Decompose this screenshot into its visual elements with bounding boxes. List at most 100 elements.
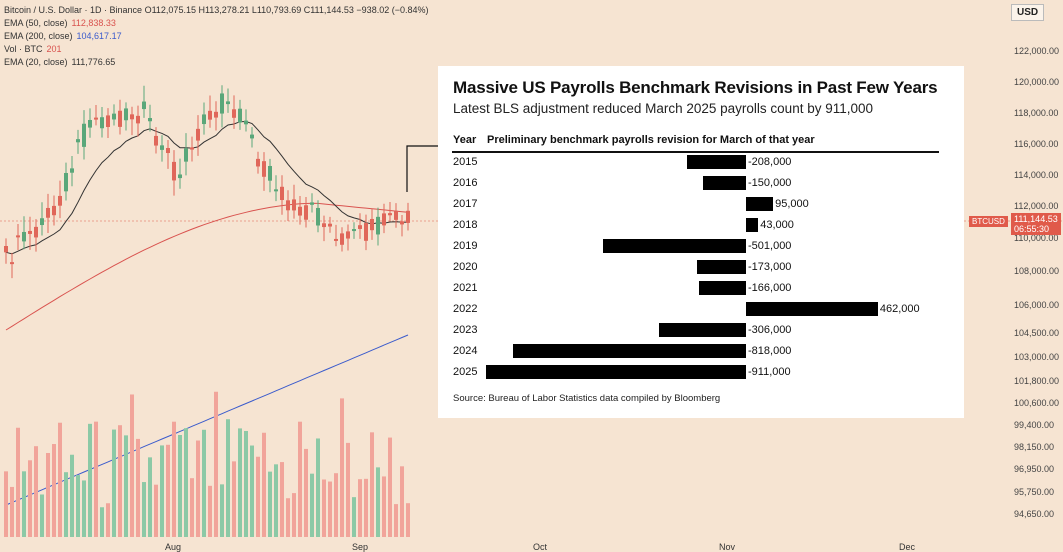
candle-body: [340, 233, 344, 245]
indicator-value: 111,776.65: [71, 57, 116, 67]
candle-body: [172, 161, 176, 181]
volume-bar: [358, 479, 362, 537]
volume-bar: [58, 422, 62, 537]
date-tick-label: Sep: [352, 542, 369, 552]
year-label: 2016: [453, 177, 478, 189]
volume-bar: [406, 503, 410, 537]
volume-bar: [214, 391, 218, 537]
year-label: 2023: [453, 324, 478, 336]
volume-bar: [334, 473, 338, 537]
candle-body: [88, 119, 92, 128]
candle-body: [328, 223, 332, 227]
volume-bar: [94, 421, 98, 537]
candle-body: [4, 246, 8, 253]
indicator-0[interactable]: EMA (50, close) 112,838.33: [4, 17, 116, 30]
volume-bar: [28, 460, 32, 537]
candle-body: [334, 238, 338, 241]
candle-body: [10, 262, 14, 265]
candle-body: [292, 199, 296, 211]
price-tick-label: 96,950.00: [1014, 464, 1055, 474]
symbol-name: Bitcoin / U.S. Dollar · 1D · Binance: [4, 5, 143, 15]
revision-value-label: -911,000: [748, 366, 791, 378]
volume-bar: [154, 484, 158, 537]
candle-body: [64, 172, 68, 192]
revision-bar: [686, 155, 746, 169]
chart-title: Massive US Payrolls Benchmark Revisions …: [453, 78, 938, 97]
revision-bar: [746, 302, 878, 316]
volume-bar: [4, 471, 8, 537]
volume-bar: [304, 448, 308, 537]
indicator-label: EMA (20, close): [4, 57, 68, 67]
volume-bar: [370, 432, 374, 537]
volume-bar: [82, 480, 86, 537]
currency-button[interactable]: USD: [1011, 4, 1045, 21]
candle-body: [136, 115, 140, 124]
header-rule: [452, 151, 939, 153]
candle-body: [370, 218, 374, 231]
ema50-line: [5, 202, 409, 331]
price-tick-label: 104,500.00: [1014, 328, 1060, 338]
candle-body: [244, 120, 248, 125]
ema20-line: [5, 120, 409, 255]
candle-body: [82, 123, 86, 147]
year-label: 2021: [453, 282, 478, 294]
volume-bar: [232, 461, 236, 537]
price-tick-label: 112,000.00: [1014, 201, 1059, 211]
price-tick-label: 101,800.00: [1014, 376, 1060, 386]
candle-body: [364, 223, 368, 241]
indicator-2[interactable]: Vol · BTC 201: [4, 43, 62, 56]
ohlc-values: O112,075.15 H113,278.21 L110,793.69 C111…: [144, 5, 429, 15]
revision-bar: [703, 176, 746, 190]
volume-bar: [52, 444, 56, 537]
revision-bar: [698, 281, 746, 295]
volume-bar: [100, 507, 104, 537]
candle-body: [16, 235, 20, 238]
date-tick-label: Dec: [899, 542, 916, 552]
volume-bar: [346, 442, 350, 537]
volume-bar: [208, 485, 212, 537]
volume-bar: [10, 486, 14, 537]
volume-bar: [322, 479, 326, 537]
indicator-3[interactable]: EMA (20, close) 111,776.65: [4, 56, 115, 69]
revision-bar: [603, 239, 746, 253]
candle-body: [70, 168, 74, 173]
year-label: 2015: [453, 156, 478, 168]
candle-body: [160, 145, 164, 150]
candle-body: [76, 139, 80, 143]
volume-bar: [256, 456, 260, 537]
volume-bar: [136, 438, 140, 537]
candle-body: [34, 226, 38, 238]
volume-bar: [112, 429, 116, 537]
candle-body: [256, 158, 260, 167]
price-tick-label: 95,750.00: [1014, 487, 1055, 497]
symbol-title: Bitcoin / U.S. Dollar · 1D · Binance O11…: [4, 4, 428, 17]
revision-value-label: 462,000: [879, 303, 920, 315]
volume-bar: [382, 476, 386, 537]
revision-value-label: -150,000: [748, 177, 792, 189]
price-tick-label: 116,000.00: [1014, 139, 1059, 149]
volume-bar: [298, 421, 302, 537]
callout-line: [406, 145, 438, 192]
volume-bar: [70, 454, 74, 537]
volume-bar: [226, 419, 230, 537]
candle-body: [310, 202, 314, 205]
indicator-label: Vol · BTC: [4, 44, 43, 54]
volume-bar: [316, 438, 320, 537]
volume-bar: [106, 503, 110, 537]
candle-body: [148, 118, 152, 122]
volume-bar: [286, 498, 290, 537]
volume-bar: [190, 478, 194, 537]
candle-body: [100, 117, 104, 129]
candle-body: [52, 205, 56, 216]
candle-body: [214, 111, 218, 118]
current-price-tag: 111,144.53 06:55:30: [1011, 213, 1061, 235]
price-tick-label: 106,000.00: [1014, 300, 1060, 310]
date-tick-label: Aug: [165, 542, 182, 552]
candle-body: [298, 206, 302, 216]
candle-body: [406, 210, 410, 223]
price-tick-label: 108,000.00: [1014, 266, 1060, 276]
indicator-1[interactable]: EMA (200, close) 104,617.17: [4, 30, 122, 43]
volume-bar: [364, 478, 368, 537]
volume-bar: [148, 457, 152, 537]
